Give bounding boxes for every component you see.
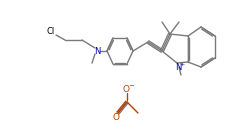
- Text: N: N: [175, 62, 181, 72]
- Text: −: −: [128, 83, 134, 89]
- Text: O: O: [113, 112, 120, 121]
- Text: N: N: [94, 46, 100, 55]
- Text: Cl: Cl: [47, 27, 55, 36]
- Text: +: +: [179, 62, 185, 67]
- Text: O: O: [122, 84, 129, 93]
